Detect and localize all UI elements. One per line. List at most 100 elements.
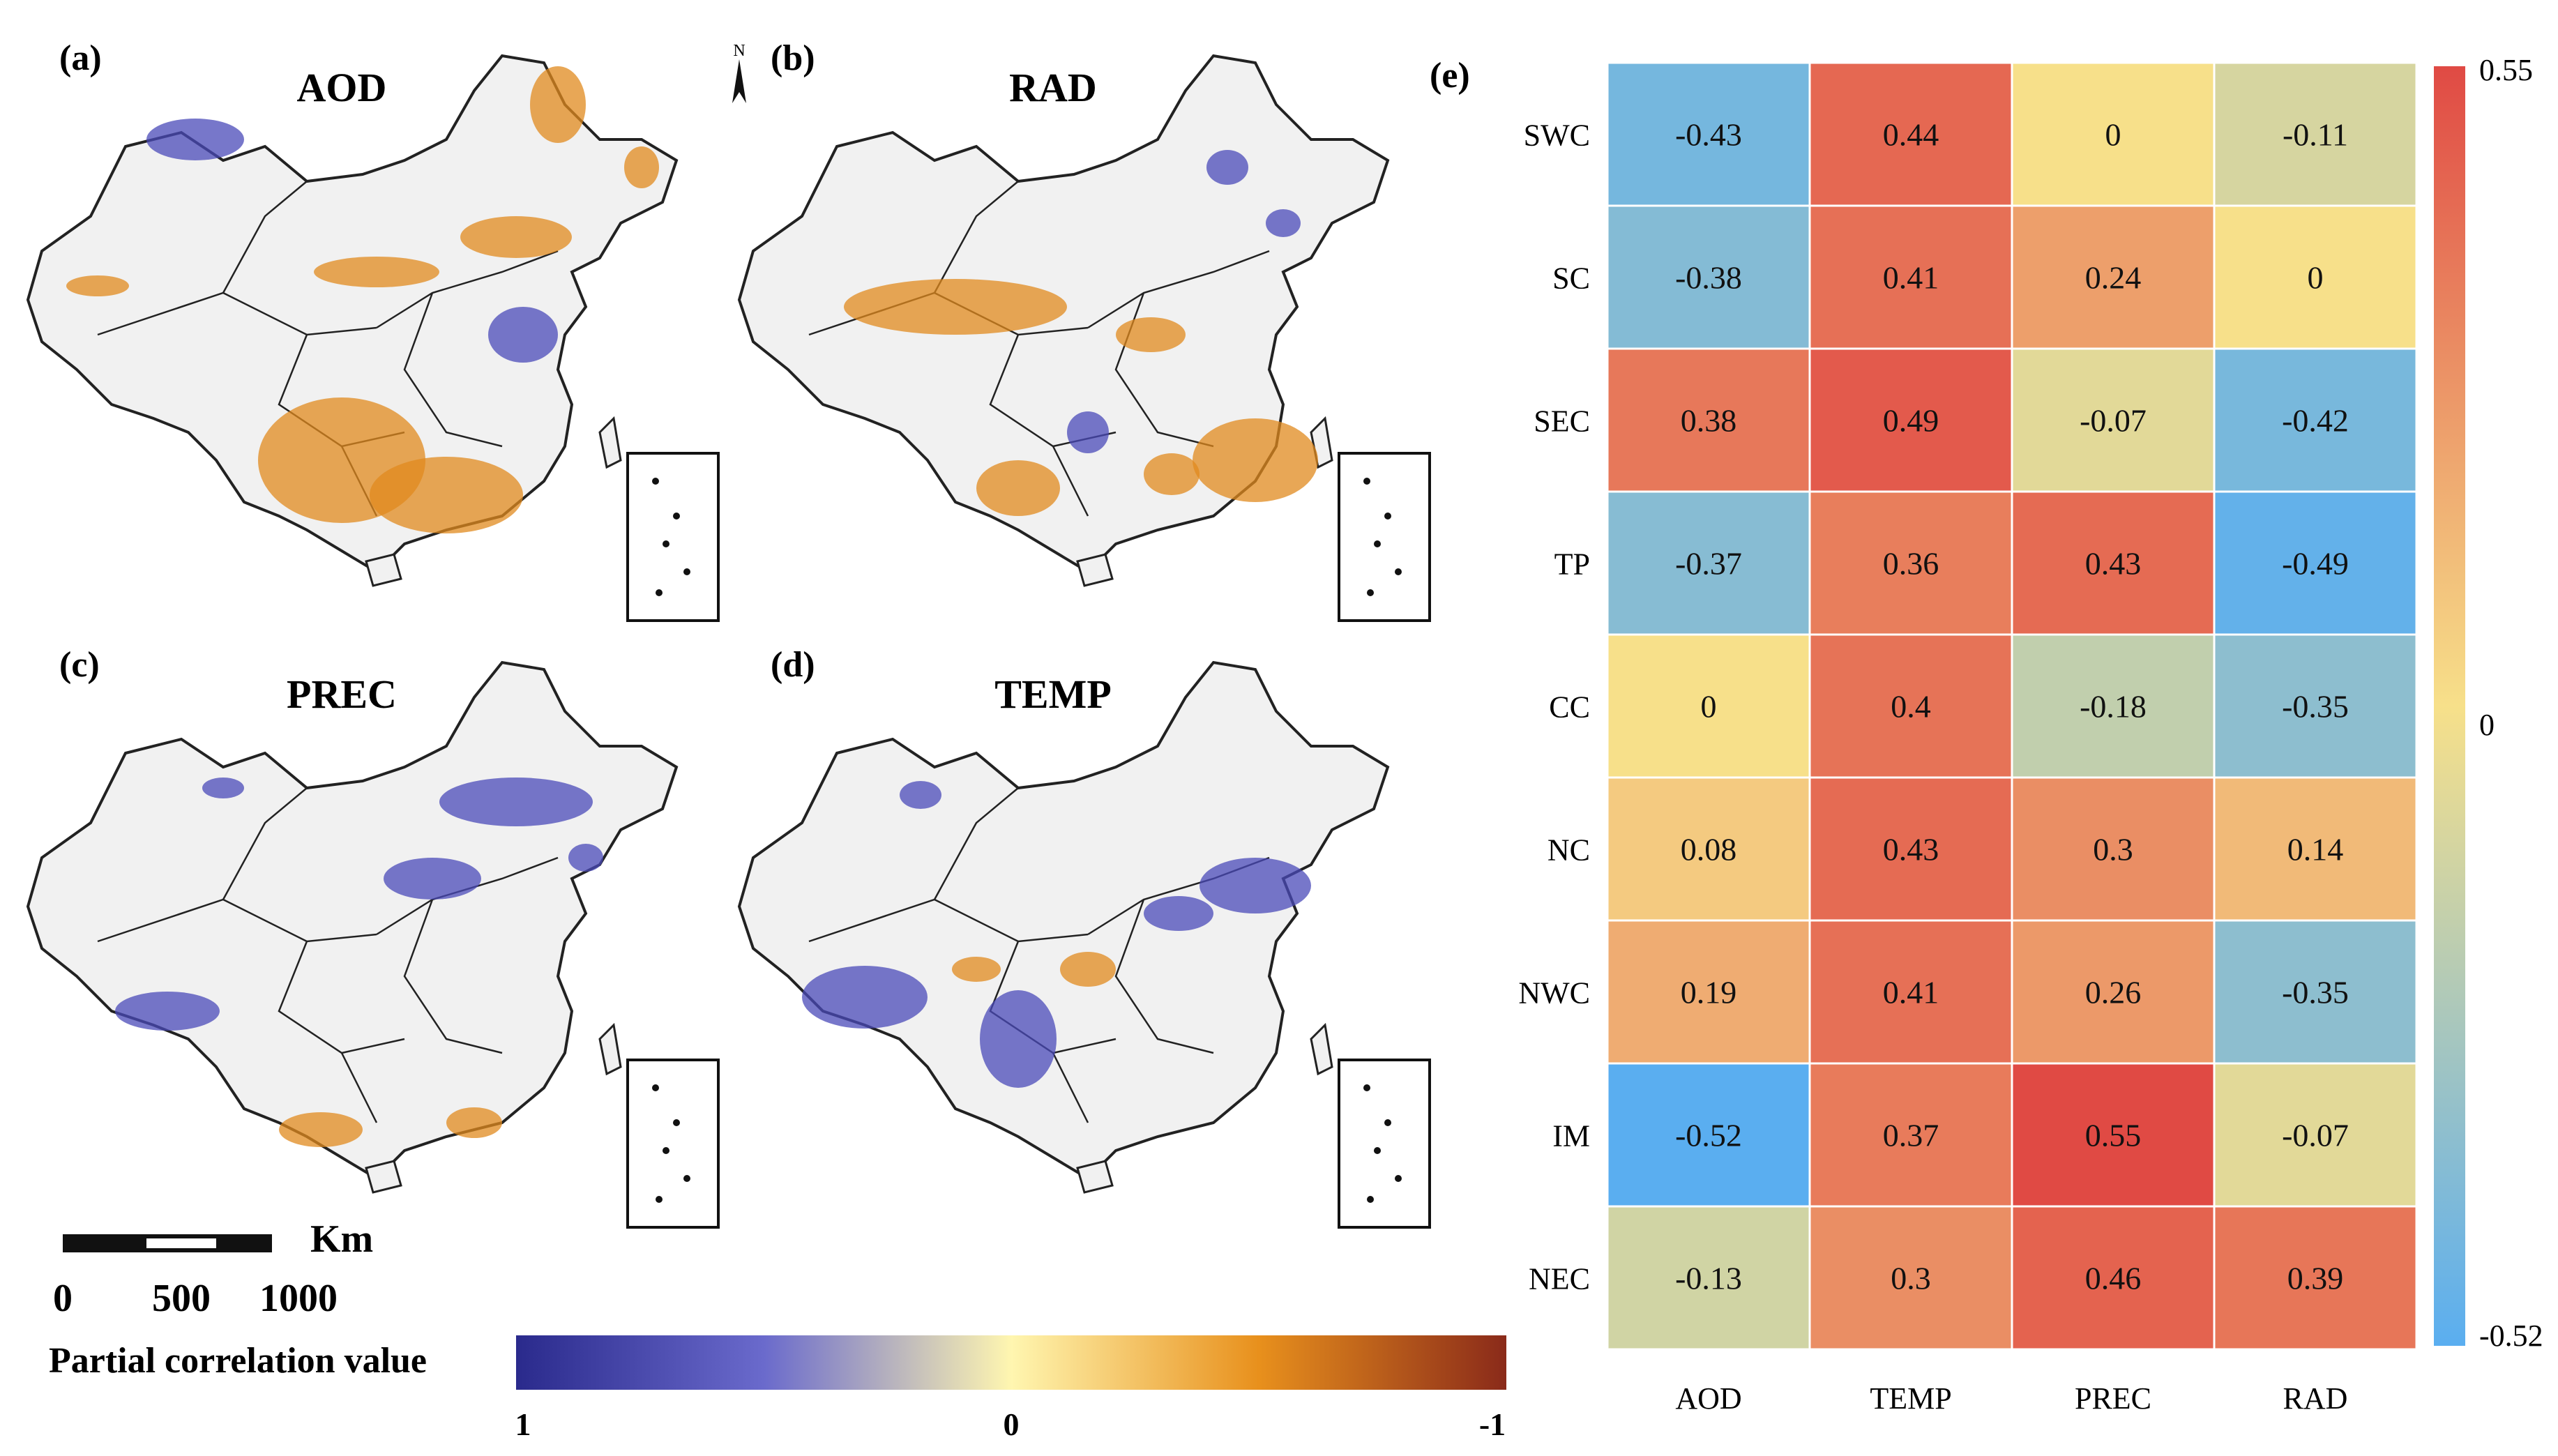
- island-mark: [663, 540, 669, 547]
- cell-value-label: 0.44: [1883, 117, 1939, 153]
- china-map: [27, 661, 678, 1194]
- cell-value-label: -0.07: [2282, 1118, 2349, 1153]
- negative-correlation-area: [384, 858, 481, 900]
- map-legend-min-label: 1: [515, 1406, 531, 1442]
- row-label: SEC: [1534, 404, 1590, 439]
- map-legend: Partial correlation value 1 0 -1: [49, 1335, 1506, 1442]
- heatmap-cell: [1808, 347, 2013, 493]
- cell-value-label: -0.42: [2282, 403, 2349, 439]
- cell-value-label: 0.43: [2085, 546, 2142, 582]
- cell-value-label: 0.4: [1891, 689, 1931, 725]
- island-mark: [652, 478, 659, 485]
- island-mark: [656, 1196, 663, 1203]
- negative-correlation-area: [1199, 858, 1311, 913]
- positive-correlation-area: [66, 275, 129, 296]
- negative-correlation-area: [115, 992, 220, 1031]
- cell-value-label: -0.11: [2283, 117, 2348, 153]
- column-label: RAD: [2283, 1381, 2348, 1416]
- island-mark: [1367, 589, 1374, 596]
- map-legend-mid-label: 0: [1004, 1406, 1020, 1442]
- panel-title: RAD: [1009, 65, 1097, 110]
- island-mark: [673, 513, 680, 520]
- negative-correlation-area: [568, 844, 603, 872]
- cell-value-label: 0.41: [1883, 975, 1939, 1010]
- panel-letter: (a): [59, 38, 102, 78]
- positive-correlation-area: [279, 1112, 363, 1147]
- row-label: TP: [1554, 547, 1590, 582]
- map-panel: (a) AOD: [27, 38, 720, 622]
- cell-value-label: 0.36: [1883, 546, 1939, 582]
- cell-value-label: -0.18: [2080, 689, 2147, 725]
- island-mark: [1374, 540, 1381, 547]
- row-label: SWC: [1524, 119, 1590, 153]
- heatmap-cell: [2011, 633, 2216, 779]
- cell-value-label: 0.37: [1883, 1118, 1939, 1153]
- panel-e-letter: (e): [1430, 56, 1470, 96]
- heatmap-cell: [2213, 776, 2418, 922]
- cell-value-label: 0.19: [1681, 975, 1737, 1010]
- heatmap-cell: [2213, 1205, 2418, 1351]
- island-mark: [673, 1119, 680, 1126]
- row-label: NC: [1547, 833, 1590, 867]
- island-mark: [656, 589, 663, 596]
- negative-correlation-area: [980, 990, 1057, 1088]
- positive-correlation-area: [530, 66, 586, 143]
- cell-value-label: 0.3: [1891, 1261, 1931, 1296]
- row-label: IM: [1552, 1119, 1590, 1153]
- heatmap-cell: [2011, 776, 2216, 922]
- column-label: PREC: [2075, 1381, 2151, 1416]
- map-legend-title: Partial correlation value: [49, 1341, 427, 1381]
- scale-tick-0: 0: [53, 1277, 73, 1320]
- heatmap-cell: [1808, 633, 2013, 779]
- heatmap-cell: [2213, 490, 2418, 636]
- negative-correlation-area: [1144, 896, 1213, 931]
- heatmap-cell: [1808, 490, 2013, 636]
- map-panel: (d) TEMP: [738, 645, 1431, 1229]
- positive-correlation-area: [1116, 317, 1186, 352]
- negative-correlation-area: [202, 778, 244, 798]
- positive-correlation-area: [446, 1107, 502, 1138]
- panel-title: TEMP: [994, 672, 1112, 717]
- colorbar-min-label: -0.52: [2479, 1319, 2543, 1353]
- negative-correlation-area: [488, 307, 558, 363]
- inset-frame: [626, 452, 720, 622]
- cell-value-label: -0.07: [2080, 403, 2147, 439]
- scale-tick-1000: 1000: [259, 1277, 338, 1320]
- row-label: NWC: [1518, 976, 1590, 1010]
- cell-value-label: 0.3: [2093, 832, 2133, 867]
- colorbar-mid-label: 0: [2479, 708, 2495, 742]
- heatmap-cell: [2011, 919, 2216, 1065]
- panel-letter: (c): [59, 645, 100, 685]
- island-mark: [1367, 1196, 1374, 1203]
- heatmap-cell: [1606, 919, 1811, 1065]
- row-label: CC: [1549, 690, 1590, 725]
- island-mark: [683, 568, 690, 575]
- heatmap-cell: [2213, 919, 2418, 1065]
- cell-value-label: -0.43: [1675, 117, 1742, 153]
- island-mark: [1384, 1119, 1391, 1126]
- cell-value-label: -0.35: [2282, 689, 2349, 725]
- cell-value-label: 0: [1701, 689, 1717, 725]
- negative-correlation-area: [1266, 209, 1301, 237]
- heatmap-cell: [1808, 919, 2013, 1065]
- south-china-sea-inset: [626, 1059, 720, 1229]
- positive-correlation-area: [1060, 952, 1116, 987]
- heatmap-cell: [1808, 1205, 2013, 1351]
- heatmap-cell: [2011, 1062, 2216, 1208]
- island-mark: [1395, 568, 1402, 575]
- negative-correlation-area: [146, 119, 244, 160]
- heatmap: -0.43 0.44 0 -0.11 -0.38 0.41 0.24 0 0.38 0.49 -0.…: [1518, 53, 2543, 1416]
- cell-value-label: 0.46: [2085, 1261, 2142, 1296]
- column-label: AOD: [1675, 1381, 1741, 1416]
- heatmap-cell: [2011, 347, 2216, 493]
- cell-value-label: 0.41: [1883, 260, 1939, 296]
- cell-value-label: 0.38: [1681, 403, 1737, 439]
- positive-correlation-area: [976, 460, 1060, 516]
- island-mark: [683, 1175, 690, 1182]
- inset-frame: [1338, 1059, 1431, 1229]
- heatmap-cell: [1606, 61, 1811, 207]
- cell-value-label: 0.39: [2287, 1261, 2344, 1296]
- scale-unit: Km: [310, 1218, 373, 1261]
- cell-value-label: 0.24: [2085, 260, 2142, 296]
